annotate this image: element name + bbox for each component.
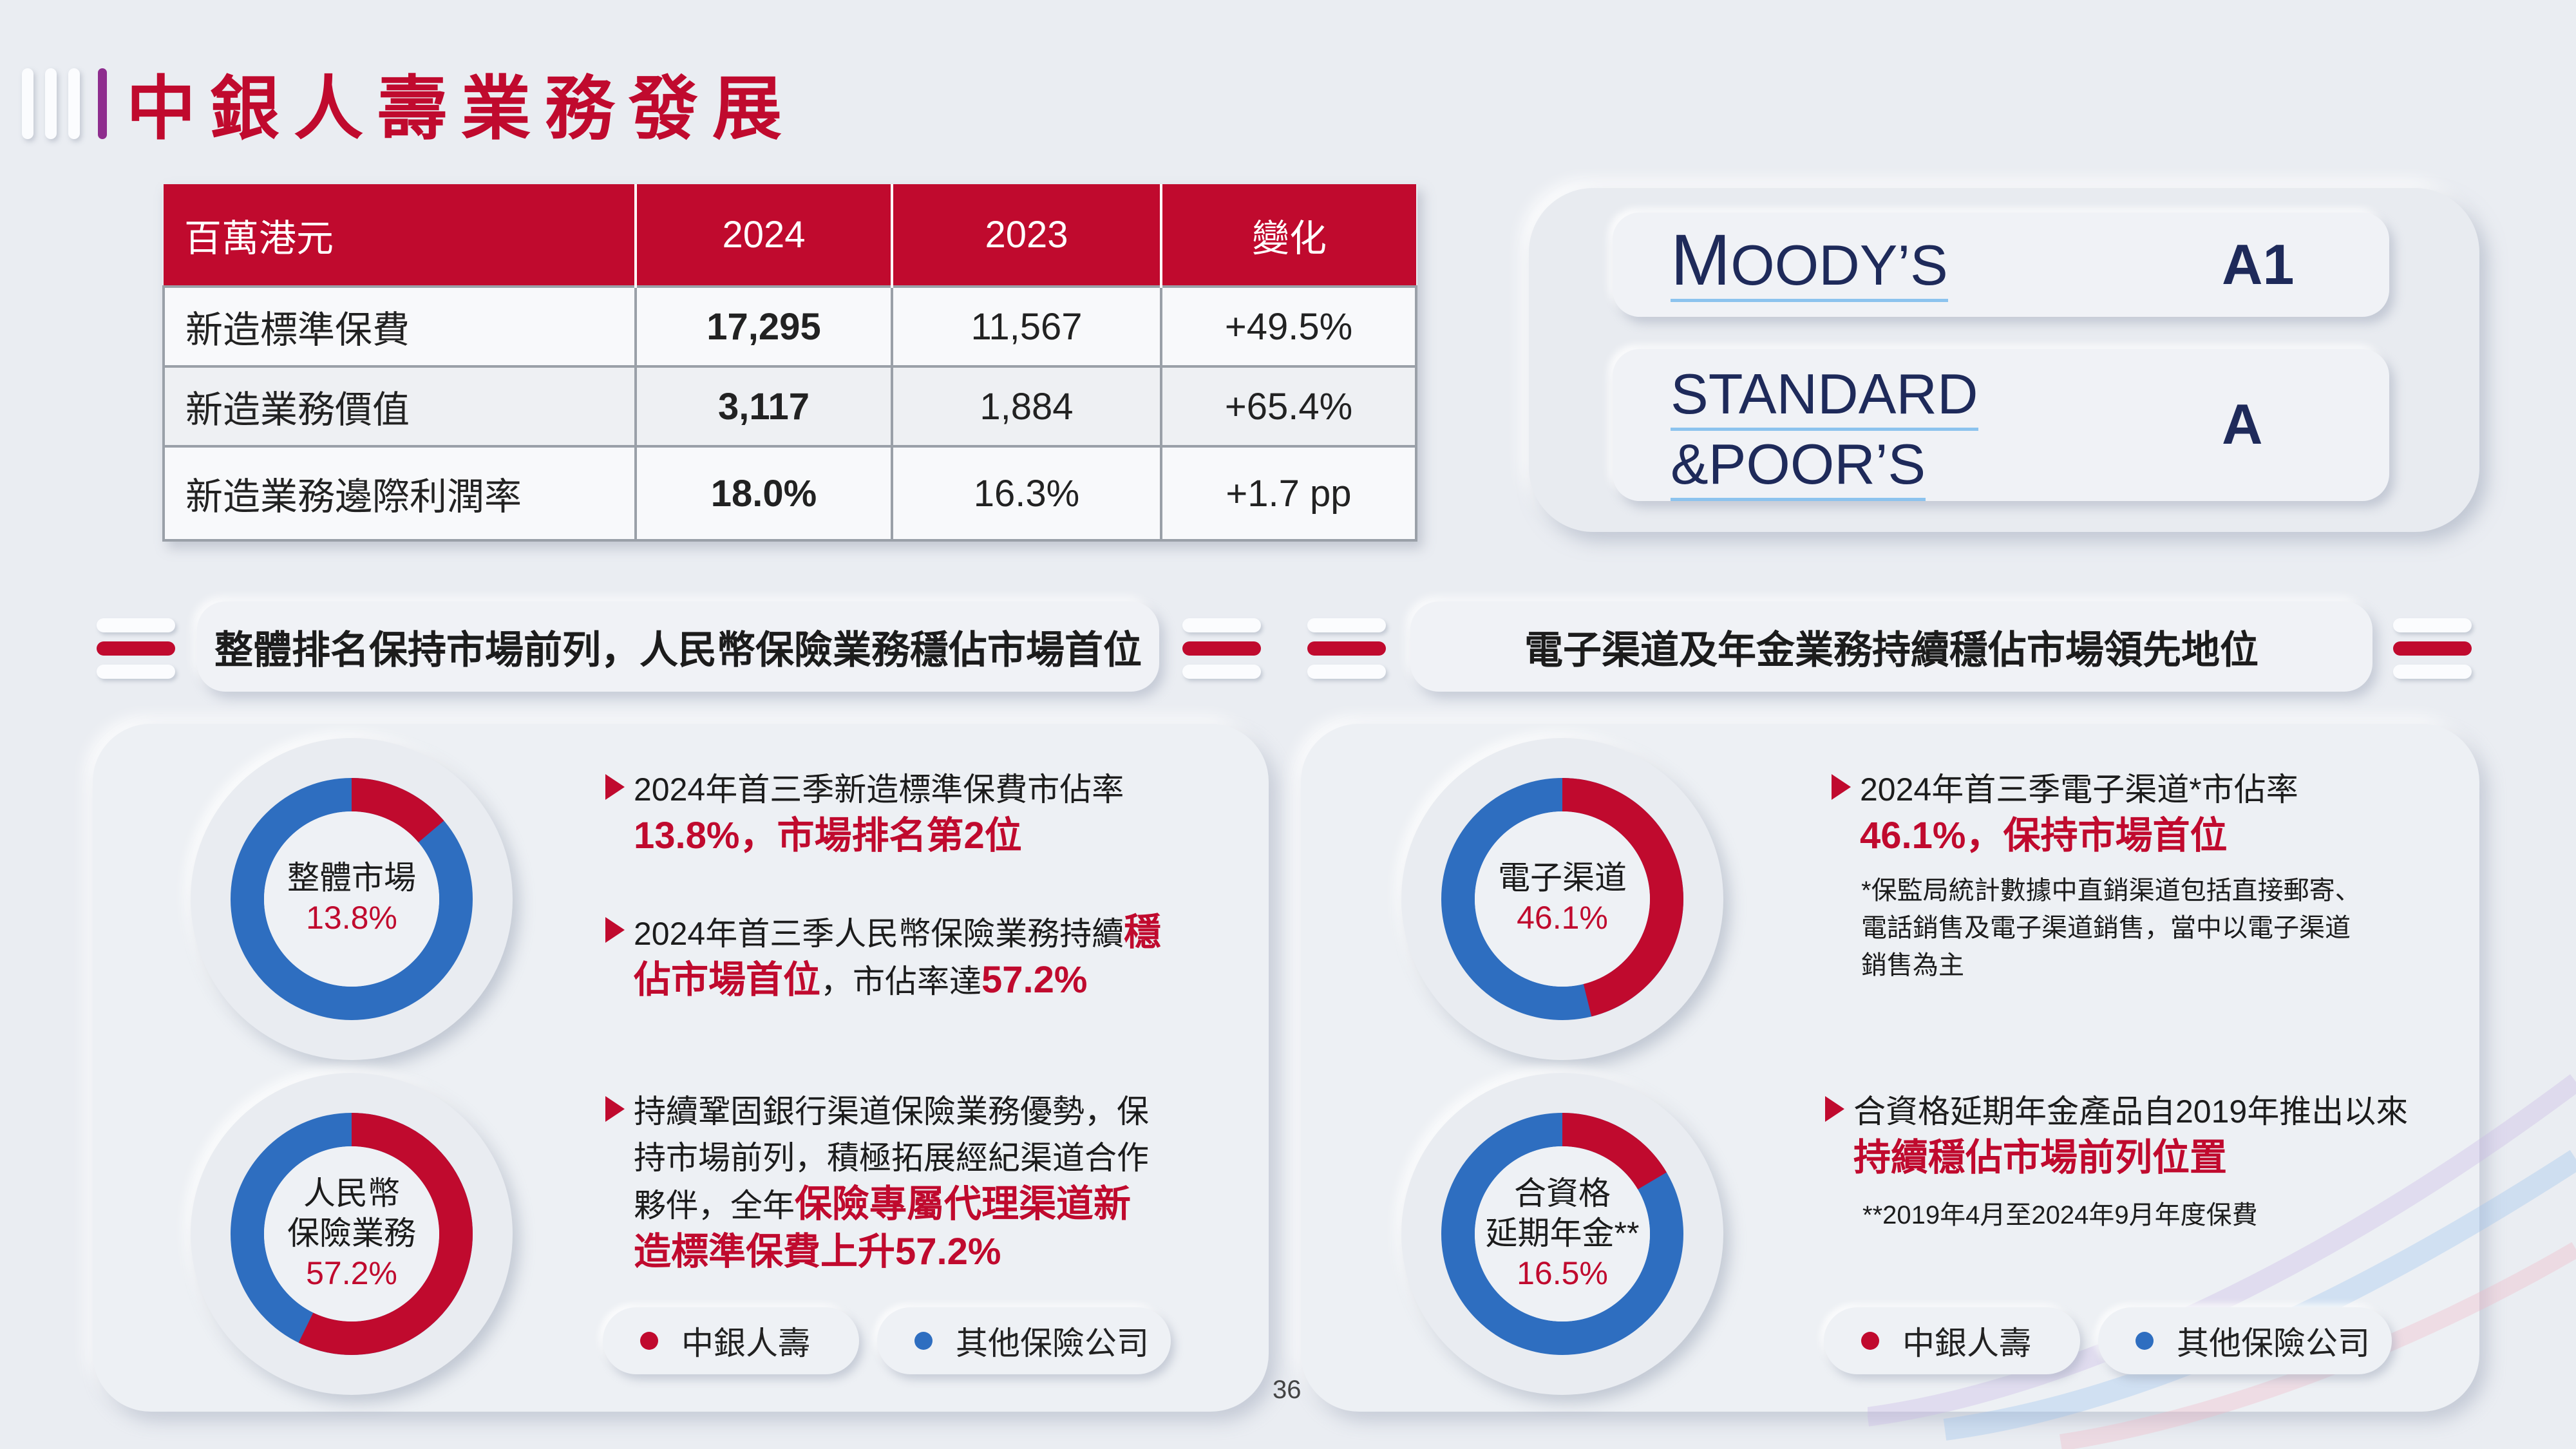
donut-chart (1441, 778, 1683, 1020)
table-cell: 新造業務邊際利潤率 (162, 445, 637, 542)
donut-value: 57.2% (306, 1255, 397, 1291)
donut-value: 13.8% (306, 900, 397, 936)
bullet-e-channel: 2024年首三季電子渠道*市佔率 46.1%，保持市場首位 (1832, 766, 2439, 859)
banner-decoration (2393, 618, 2472, 688)
table-header: 百萬港元 (164, 184, 637, 287)
table-cell: 17,295 (634, 285, 893, 368)
legend-other-insurers: 其他保險公司 (877, 1307, 1171, 1374)
table-cell: +65.4% (1160, 365, 1417, 448)
page-number: 36 (1273, 1376, 1302, 1404)
donut-value: 16.5% (1517, 1255, 1608, 1291)
donut-chart (1441, 1113, 1683, 1355)
credit-ratings-panel: MOODY’S A1 STANDARD &POOR’S A (1529, 188, 2479, 532)
bullet-arrow-icon (605, 917, 625, 943)
table-header: 2023 (892, 184, 1162, 287)
left-section-heading: 整體排名保持市場前列，人民幣保險業務穩佔市場首位 (197, 601, 1159, 692)
donut-label: 合資格 延期年金** 16.5% (1401, 1173, 1723, 1293)
table-row: 新造標準保費 17,295 11,567 +49.5% (162, 285, 1417, 368)
legend-boc-life: 中銀人壽 (1824, 1307, 2080, 1374)
table-cell: 18.0% (634, 445, 893, 542)
banner-decoration (97, 618, 175, 688)
legend-dot-red (1861, 1332, 1879, 1350)
sp-rating: A (2222, 392, 2263, 456)
rating-row-moodys: MOODY’S A1 (1613, 213, 2389, 317)
right-section-heading: 電子渠道及年金業務持續穩佔市場領先地位 (1410, 601, 2372, 692)
donut-label: 電子渠道 46.1% (1401, 858, 1723, 938)
legend-boc-life: 中銀人壽 (603, 1307, 859, 1374)
donut-boc-arc (1441, 1113, 1683, 1355)
bullet-arrow-icon (605, 1096, 625, 1122)
donut-overall-market: 整體市場 13.8% (191, 738, 513, 1060)
legend-label: 中銀人壽 (1902, 1325, 2031, 1361)
donut-boc-arc (231, 778, 473, 1020)
sp-logo: STANDARD &POOR’S (1671, 361, 1978, 501)
donut-boc-arc (231, 1113, 473, 1355)
legend-other-insurers: 其他保險公司 (2098, 1307, 2392, 1374)
moodys-logo: MOODY’S (1671, 224, 1948, 302)
bullet-arrow-icon (1825, 1096, 1844, 1122)
banner-decoration (1182, 618, 1261, 688)
legend-dot-red (640, 1332, 658, 1350)
rating-row-sp: STANDARD &POOR’S A (1613, 349, 2389, 501)
page-title: 中銀人壽業務發展 (126, 70, 797, 147)
note-annuity-period: **2019年4月至2024年9月年度保費 (1862, 1201, 2258, 1229)
table-cell: 1,884 (891, 365, 1162, 448)
donut-e-channel: 電子渠道 46.1% (1401, 738, 1723, 1060)
table-header-row: 百萬港元 2024 2023 變化 (164, 184, 1416, 287)
donut-hole (1475, 1146, 1650, 1321)
bullet-deferred-annuity: 合資格延期年金產品自2019年推出以來 持續穩佔市場前列位置 (1825, 1088, 2433, 1181)
table-cell: +1.7 pp (1160, 445, 1417, 542)
donut-value: 46.1% (1517, 900, 1608, 936)
donut-hole (264, 1146, 439, 1321)
donut-hole (1475, 811, 1650, 987)
premium-table: 百萬港元 2024 2023 變化 新造標準保費 17,295 11,567 +… (162, 184, 1417, 542)
table-header: 2024 (636, 184, 893, 287)
table-row: 新造業務邊際利潤率 18.0% 16.3% +1.7 pp (162, 445, 1417, 542)
donut-chart (231, 778, 473, 1020)
banner-decoration (1307, 618, 1386, 688)
moodys-rating: A1 (2222, 232, 2295, 296)
bullet-arrow-icon (605, 774, 625, 800)
table-cell: 新造業務價值 (162, 365, 637, 448)
legend-label: 中銀人壽 (681, 1325, 810, 1361)
donut-hole (264, 811, 439, 987)
legend-dot-blue (914, 1332, 933, 1350)
table-header: 變化 (1161, 184, 1416, 287)
table-cell: 3,117 (634, 365, 893, 448)
table-cell: 新造標準保費 (162, 285, 637, 368)
donut-label: 整體市場 13.8% (191, 858, 513, 938)
legend-label: 其他保險公司 (2177, 1325, 2370, 1361)
table-cell: 16.3% (891, 445, 1162, 542)
donut-deferred-annuity: 合資格 延期年金** 16.5% (1401, 1073, 1723, 1395)
bullet-bank-channel: 持續鞏固銀行渠道保險業務優勢，保 持市場前列，積極拓展經紀渠道合作 夥伴，全年保… (605, 1088, 1200, 1275)
bullet-market-share: 2024年首三季新造標準保費市佔率 13.8%，市場排名第2位 (605, 766, 1200, 859)
title-decoration (22, 68, 112, 139)
donut-boc-arc (1441, 778, 1683, 1020)
table-cell: 11,567 (891, 285, 1162, 368)
legend-dot-blue (2136, 1332, 2154, 1350)
table-cell: +49.5% (1160, 285, 1417, 368)
bullet-arrow-icon (1832, 774, 1851, 800)
table-row: 新造業務價值 3,117 1,884 +65.4% (162, 365, 1417, 448)
donut-rmb-insurance: 人民幣 保險業務 57.2% (191, 1073, 513, 1395)
legend-label: 其他保險公司 (956, 1325, 1149, 1361)
donut-chart (231, 1113, 473, 1355)
note-e-channel: *保監局統計數據中直銷渠道包括直接郵寄、 電話銷售及電子渠道銷售，當中以電子渠道… (1861, 876, 2361, 980)
donut-label: 人民幣 保險業務 57.2% (191, 1173, 513, 1293)
bullet-rmb-insurance: 2024年首三季人民幣保險業務持續穩 佔市場首位，市佔率達57.2% (605, 909, 1200, 1005)
